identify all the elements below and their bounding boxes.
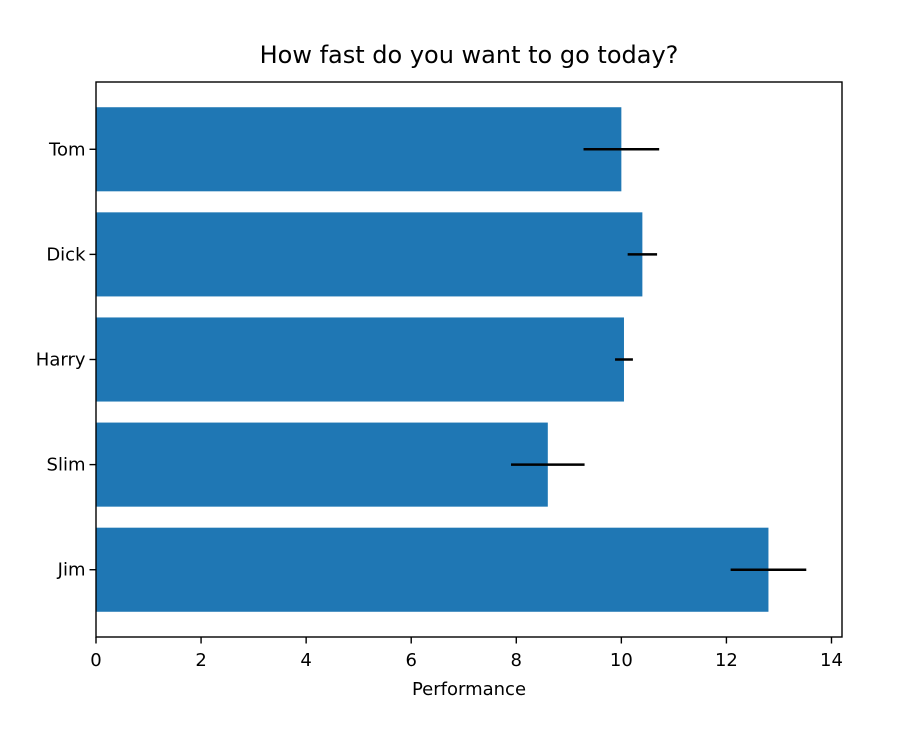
- chart-title: How fast do you want to go today?: [260, 41, 679, 69]
- x-tick-label-2: 2: [195, 650, 206, 671]
- y-tick-label-harry: Harry: [36, 350, 86, 371]
- x-tick-label-6: 6: [405, 650, 416, 671]
- bar-dick: [96, 212, 643, 297]
- tick-labels-group: Tom Dick Harry Slim Jim 0 2 4 6 8 10 12 14: [36, 139, 843, 671]
- x-tick-label-4: 4: [300, 650, 311, 671]
- bars-group: [96, 107, 769, 612]
- y-tick-label-tom: Tom: [48, 139, 85, 160]
- x-tick-label-10: 10: [610, 650, 633, 671]
- error-bars-group: [511, 148, 807, 571]
- x-axis-label: Performance: [412, 679, 526, 700]
- ticks-group: [89, 148, 833, 644]
- x-tick-label-8: 8: [511, 650, 522, 671]
- y-tick-label-jim: Jim: [57, 560, 86, 581]
- x-tick-label-12: 12: [715, 650, 738, 671]
- y-tick-label-dick: Dick: [46, 244, 86, 265]
- bar-slim: [96, 422, 548, 507]
- y-tick-label-slim: Slim: [47, 455, 86, 476]
- axes-frame: [95, 81, 843, 638]
- bar-jim: [96, 527, 769, 612]
- bar-tom: [96, 107, 622, 192]
- x-tick-label-0: 0: [90, 650, 101, 671]
- bar-harry: [96, 317, 624, 402]
- x-tick-label-14: 14: [820, 650, 843, 671]
